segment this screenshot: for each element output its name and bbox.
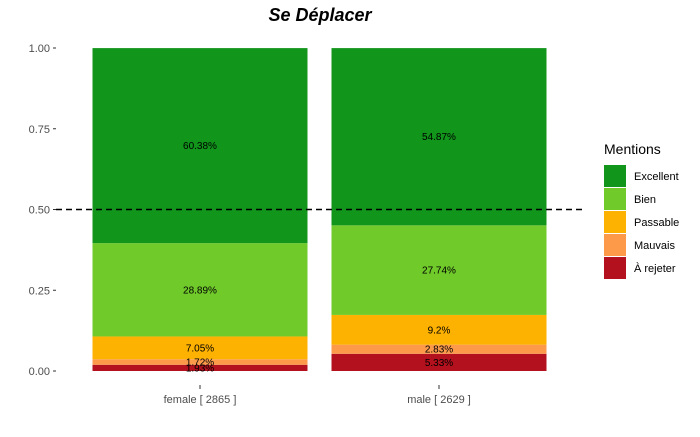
- data-label: 9.2%: [428, 325, 451, 336]
- bar-segment: [331, 225, 547, 315]
- data-label: 60.38%: [183, 141, 217, 152]
- y-tick-label: 0.00: [29, 366, 50, 378]
- bar-segment: [92, 359, 308, 365]
- legend-swatch: [604, 188, 626, 210]
- chart-title: Se Déplacer: [268, 5, 372, 25]
- y-tick-label: 1.00: [29, 43, 50, 55]
- bar-segment: [92, 48, 308, 244]
- legend-swatch: [604, 257, 626, 279]
- y-tick-label: 0.25: [29, 285, 50, 297]
- y-tick-label: 0.75: [29, 124, 50, 136]
- data-label: 1.72%: [186, 357, 214, 368]
- legend-label: À rejeter: [634, 262, 676, 275]
- bar-segment: [331, 344, 547, 354]
- y-axis: 0.00 0.25 0.50 0.75 1.00: [29, 43, 56, 378]
- legend-label: Mauvais: [634, 240, 675, 252]
- bar-segment: [331, 48, 547, 226]
- data-label: 2.83%: [425, 345, 453, 356]
- bar-segment: [92, 364, 308, 371]
- bar-segment: [331, 353, 547, 371]
- legend-swatch: [604, 165, 626, 187]
- legend-label: Excellent: [634, 171, 679, 183]
- data-label: 27.74%: [422, 266, 456, 277]
- bar-segment: [92, 243, 308, 337]
- bars: [92, 48, 547, 371]
- y-tick-label: 0.50: [29, 205, 50, 217]
- data-label: 28.89%: [183, 285, 217, 296]
- legend: Mentions Excellent Bien Passable Mauvais À r…: [604, 141, 679, 279]
- x-tick-label: female [ 2865 ]: [164, 394, 237, 406]
- bar-segment: [92, 336, 308, 360]
- data-labels: 1.93%1.72% 7.05% 28.89% 60.38% 5.33% 2.83% 9.2…: [183, 132, 456, 374]
- data-label: 7.05%: [186, 343, 214, 354]
- x-axis: female [ 2865 ] male [ 2629 ]: [164, 385, 471, 406]
- legend-title: Mentions: [604, 141, 661, 157]
- bar-segment: [331, 314, 547, 345]
- data-label: 54.87%: [422, 132, 456, 143]
- legend-swatch: [604, 234, 626, 256]
- legend-label: Bien: [634, 194, 656, 206]
- legend-swatch: [604, 211, 626, 233]
- x-tick-label: male [ 2629 ]: [407, 394, 471, 406]
- legend-label: Passable: [634, 217, 679, 229]
- data-label: 1.93%: [186, 363, 214, 374]
- data-label: 5.33%: [425, 358, 453, 369]
